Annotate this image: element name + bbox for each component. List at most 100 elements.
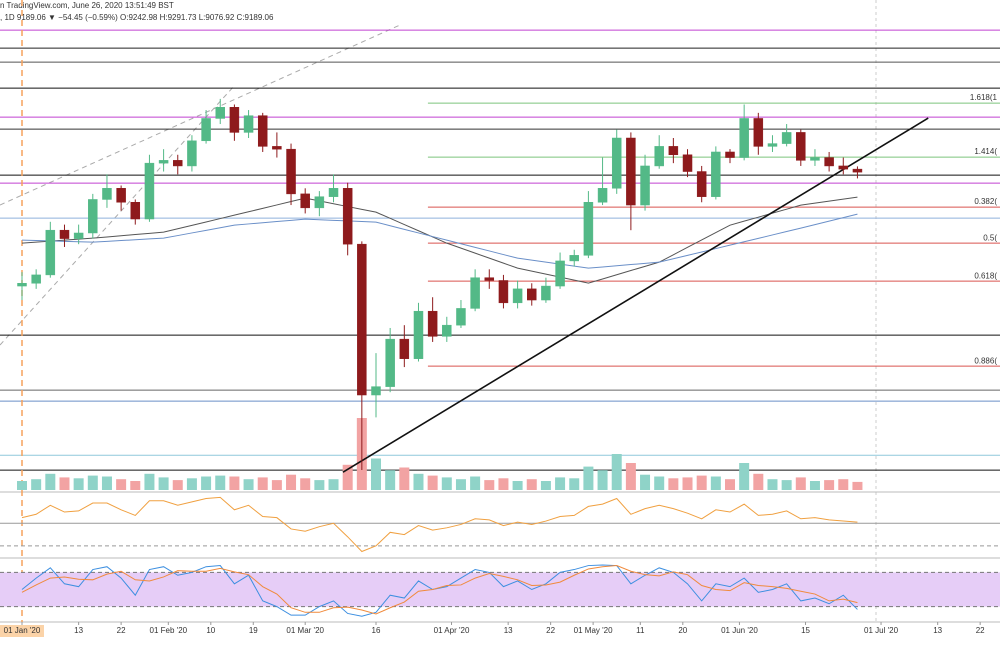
volume-bar	[271, 480, 282, 490]
volume-bar	[201, 476, 212, 490]
header-ohlc: , 1D 9189.06 ▼ −54.45 (−0.59%) O:9242.98…	[0, 13, 274, 22]
volume-bar	[385, 470, 396, 490]
candle-body	[484, 277, 495, 281]
volume-bar	[696, 475, 707, 490]
candle-body	[668, 146, 679, 156]
volume-bar	[569, 478, 580, 490]
candle-body	[314, 196, 325, 209]
candle-body	[852, 168, 863, 173]
candle-body	[144, 162, 155, 220]
fib-label: 0.618(	[974, 271, 997, 280]
candle-body	[371, 386, 381, 396]
candle-body	[243, 115, 254, 133]
candle-body	[215, 107, 225, 119]
volume-bar	[371, 458, 381, 490]
candle-body	[328, 188, 339, 197]
volume-bar	[470, 476, 481, 490]
x-tick-label: 10	[206, 626, 215, 635]
x-tick-label: 16	[372, 626, 381, 635]
candle-body	[31, 274, 41, 284]
x-tick-label: 01 Jan '20	[4, 626, 41, 635]
candle-body	[73, 232, 84, 239]
candle-body	[427, 310, 438, 337]
x-tick-label: 01 Mar '20	[286, 626, 324, 635]
volume-bar	[640, 474, 651, 490]
candle-body	[711, 151, 721, 197]
volume-bar	[852, 481, 863, 490]
candle-body	[583, 202, 594, 256]
volume-bar	[31, 479, 42, 490]
volume-bar	[144, 473, 155, 490]
stoch-line	[21, 564, 858, 617]
volume-bar	[583, 466, 594, 490]
candle-body	[739, 118, 749, 158]
candle-body	[456, 308, 466, 326]
candle-body	[838, 165, 849, 170]
volume-bar	[342, 464, 353, 490]
volume-bar	[172, 480, 183, 490]
candle-body	[45, 229, 56, 276]
fib-label: 0.382(	[974, 197, 997, 206]
candle-body	[470, 277, 480, 309]
fib-label: 0.5(	[983, 233, 997, 242]
volume-bar	[130, 481, 141, 490]
candle-body	[569, 255, 579, 262]
candle-body	[286, 148, 296, 195]
candle-body	[753, 118, 764, 147]
volume-bar	[498, 478, 509, 490]
candle-body	[385, 338, 395, 387]
candle-body	[611, 137, 622, 189]
volume-bar	[73, 478, 84, 490]
candle-body	[810, 157, 820, 161]
candle-body	[512, 288, 523, 304]
candle-body	[102, 188, 112, 200]
volume-bar	[555, 477, 566, 490]
candle-body	[187, 140, 197, 167]
candle-body	[498, 280, 509, 304]
candle-body	[229, 107, 240, 133]
x-tick-label: 15	[801, 626, 810, 635]
candle-body	[357, 243, 367, 396]
volume-bar	[158, 477, 169, 490]
volume-bar	[243, 479, 254, 490]
candle-body	[640, 165, 650, 206]
candle-body	[824, 157, 834, 167]
candle-body	[173, 160, 183, 167]
volume-bar	[328, 479, 339, 490]
volume-bar	[427, 475, 438, 490]
x-tick-label: 22	[117, 626, 126, 635]
candle-body	[527, 288, 537, 301]
x-tick-label: 20	[678, 626, 687, 635]
x-tick-label: 22	[546, 626, 555, 635]
x-tick-label: 22	[976, 626, 985, 635]
volume-bar	[824, 480, 835, 490]
volume-bar	[314, 480, 325, 490]
candle-body	[116, 188, 126, 203]
volume-bar	[597, 470, 608, 490]
x-tick-label: 13	[74, 626, 83, 635]
candle-body	[696, 171, 707, 197]
rsi-line	[21, 496, 858, 553]
volume-bar	[540, 481, 551, 490]
candle-body	[682, 154, 693, 172]
stoch-line	[21, 565, 858, 615]
trendline	[342, 117, 929, 473]
volume-bar	[668, 478, 679, 490]
candle-body	[541, 285, 551, 301]
volume-bar	[838, 479, 849, 490]
candle-body	[272, 146, 282, 150]
volume-bar	[59, 477, 70, 490]
fib-label: 1.414(	[974, 147, 997, 156]
volume-bar	[795, 477, 806, 490]
volume-bar	[753, 473, 764, 490]
header-title: n TradingView.com, June 26, 2020 13:51:4…	[0, 1, 174, 10]
x-tick-label: 01 Feb '20	[150, 626, 188, 635]
volume-bar	[767, 479, 778, 490]
candle-body	[17, 283, 27, 287]
volume-bar	[45, 473, 56, 490]
candle-body	[59, 229, 70, 239]
x-tick-label: 13	[504, 626, 513, 635]
volume-bar	[484, 480, 495, 490]
